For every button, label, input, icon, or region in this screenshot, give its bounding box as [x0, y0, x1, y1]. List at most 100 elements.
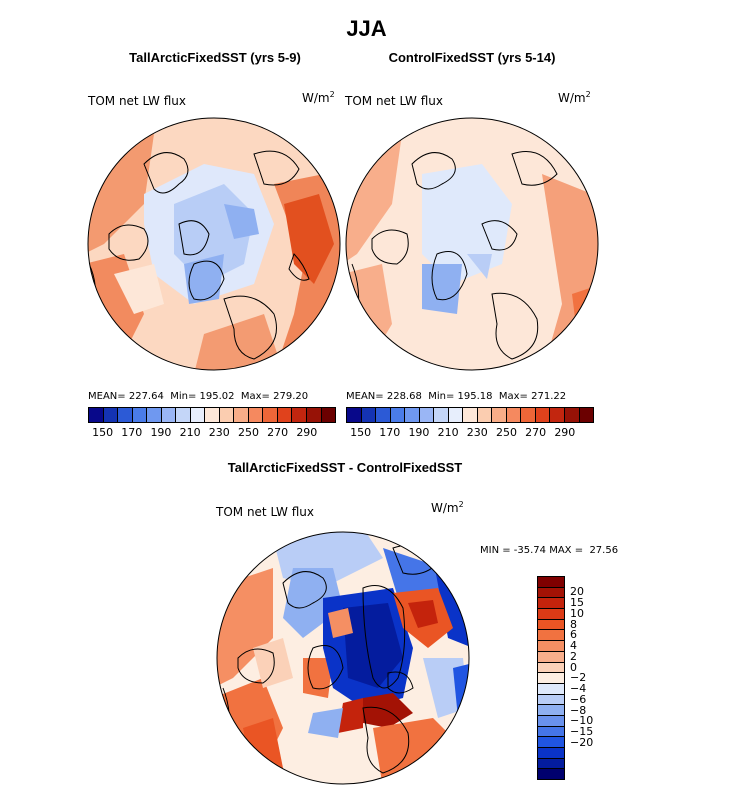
diff-units: W/m2: [431, 500, 464, 515]
colorbar-swatch: [538, 618, 564, 630]
colorbar-level-label: −4: [570, 682, 587, 696]
colorbar-swatch: [175, 408, 190, 422]
colorbar-swatch: [549, 408, 564, 422]
colorbar-swatch: [520, 408, 535, 422]
colorbar-swatch: [233, 408, 248, 422]
diff-polar-map: [216, 531, 470, 785]
colorbar-level-label: −8: [570, 703, 587, 717]
colorbar-swatch: [117, 408, 132, 422]
right-units: W/m2: [558, 90, 591, 105]
left-colorbar: [88, 407, 336, 423]
colorbar-level-label: 15: [570, 596, 584, 610]
colorbar-swatch: [538, 608, 564, 619]
left-colorbar-ticks: 150 170 190 210 230 250 270 290: [88, 426, 336, 440]
colorbar-tick-label: 290: [554, 426, 576, 439]
colorbar-tick-label: 210: [179, 426, 201, 439]
colorbar-swatch: [538, 725, 564, 737]
diff-colorbar-labels: 20 15 10 8 6 4 2 0 −2 −4 −6 −8 −10 −15 −20: [570, 576, 610, 780]
colorbar-swatch: [538, 714, 564, 726]
colorbar-swatch: [538, 757, 564, 769]
colorbar-swatch: [218, 408, 234, 422]
colorbar-level-label: 8: [570, 617, 577, 631]
colorbar-tick-label: 270: [267, 426, 289, 439]
colorbar-level-label: 10: [570, 606, 584, 620]
colorbar-swatch: [538, 586, 564, 598]
colorbar-tick-label: 150: [350, 426, 372, 439]
colorbar-level-label: −15: [570, 725, 594, 739]
colorbar-tick-label: 230: [208, 426, 230, 439]
left-polar-map: [87, 117, 341, 371]
colorbar-level-label: 6: [570, 628, 577, 642]
colorbar-swatch: [505, 408, 521, 422]
colorbar-swatch: [538, 747, 564, 758]
colorbar-tick-label: 170: [121, 426, 143, 439]
colorbar-swatch: [491, 408, 506, 422]
colorbar-swatch: [462, 408, 477, 422]
colorbar-swatch: [89, 408, 103, 422]
left-units: W/m2: [302, 90, 335, 105]
diff-minmax: MIN = -35.74 MAX = 27.56: [480, 545, 619, 556]
colorbar-swatch: [538, 682, 564, 694]
colorbar-swatch: [538, 629, 564, 641]
colorbar-level-label: −20: [570, 735, 594, 749]
diff-field-label: TOM net LW flux: [216, 505, 314, 519]
colorbar-swatch: [538, 704, 564, 715]
colorbar-swatch: [538, 597, 564, 609]
right-polar-map: [345, 117, 599, 371]
colorbar-tick-label: 250: [495, 426, 517, 439]
main-title: JJA: [346, 16, 387, 41]
colorbar-swatch: [538, 768, 564, 780]
right-field-label: TOM net LW flux: [345, 94, 443, 108]
colorbar-swatch: [262, 408, 277, 422]
right-panel-title: ControlFixedSST (yrs 5-14): [388, 50, 556, 65]
colorbar-swatch: [538, 650, 564, 662]
colorbar-tick-label: 250: [237, 426, 259, 439]
colorbar-swatch: [578, 408, 594, 422]
colorbar-swatch: [131, 408, 147, 422]
colorbar-tick-label: 190: [150, 426, 172, 439]
colorbar-swatch: [538, 577, 564, 587]
colorbar-swatch: [347, 408, 361, 422]
colorbar-level-label: 2: [570, 649, 577, 663]
colorbar-swatch: [102, 408, 118, 422]
colorbar-swatch: [360, 408, 376, 422]
colorbar-swatch: [160, 408, 176, 422]
colorbar-tick-label: 230: [466, 426, 488, 439]
colorbar-swatch: [538, 736, 564, 747]
colorbar-tick-label: 210: [437, 426, 459, 439]
colorbar-swatch: [538, 661, 564, 673]
colorbar-swatch: [291, 408, 306, 422]
left-stats: MEAN= 227.64 Min= 195.02 Max= 279.20: [88, 391, 309, 402]
colorbar-tick-label: 270: [525, 426, 547, 439]
colorbar-level-label: 20: [570, 585, 584, 599]
colorbar-swatch: [476, 408, 492, 422]
colorbar-swatch: [534, 408, 550, 422]
colorbar-tick-label: 190: [408, 426, 430, 439]
right-colorbar-ticks: 150 170 190 210 230 250 270 290: [346, 426, 594, 440]
colorbar-swatch: [538, 672, 564, 683]
colorbar-swatch: [146, 408, 161, 422]
colorbar-swatch: [247, 408, 263, 422]
colorbar-tick-label: 170: [379, 426, 401, 439]
colorbar-swatch: [389, 408, 405, 422]
colorbar-level-label: −6: [570, 692, 587, 706]
colorbar-swatch: [189, 408, 205, 422]
colorbar-level-label: 0: [570, 660, 577, 674]
colorbar-swatch: [375, 408, 390, 422]
diff-panel-title: TallArcticFixedSST - ControlFixedSST: [227, 460, 463, 475]
colorbar-swatch: [433, 408, 448, 422]
colorbar-swatch: [320, 408, 336, 422]
colorbar-swatch: [538, 640, 564, 651]
colorbar-swatch: [276, 408, 292, 422]
colorbar-tick-label: 290: [296, 426, 318, 439]
right-colorbar: [346, 407, 594, 423]
colorbar-swatch: [404, 408, 419, 422]
colorbar-swatch: [563, 408, 579, 422]
colorbar-level-label: 4: [570, 639, 577, 653]
colorbar-swatch: [204, 408, 219, 422]
colorbar-tick-label: 150: [92, 426, 114, 439]
right-stats: MEAN= 228.68 Min= 195.18 Max= 271.22: [346, 391, 567, 402]
colorbar-swatch: [418, 408, 434, 422]
diff-colorbar: [537, 576, 565, 780]
colorbar-swatch: [305, 408, 321, 422]
